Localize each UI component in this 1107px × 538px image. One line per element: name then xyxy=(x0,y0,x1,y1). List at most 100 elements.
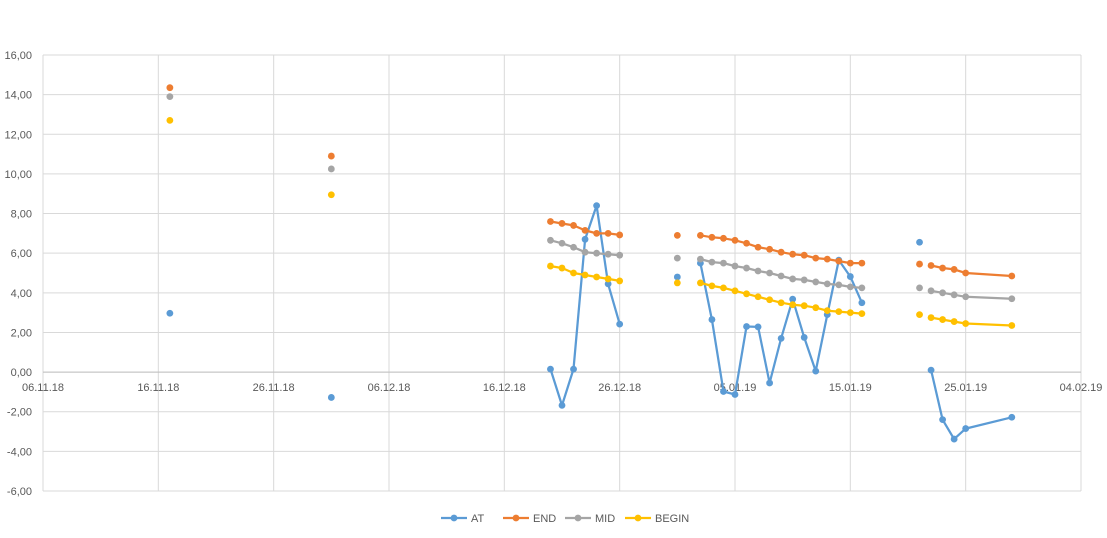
x-tick-label: 06.12.18 xyxy=(368,382,411,394)
data-point-at xyxy=(731,391,739,398)
data-point-begin xyxy=(962,320,970,327)
data-point-end xyxy=(939,264,946,272)
data-point-end xyxy=(604,229,612,237)
data-point-at xyxy=(789,295,797,303)
y-tick-label: -2,00 xyxy=(7,407,32,419)
data-point-at xyxy=(616,320,624,328)
data-point-begin xyxy=(939,316,946,323)
data-point-mid xyxy=(800,276,808,284)
legend: AT END MID BEGIN xyxy=(441,513,689,525)
legend-item-begin: BEGIN xyxy=(625,513,689,525)
data-point-begin xyxy=(581,271,589,279)
legend-item-end: END xyxy=(503,513,556,525)
data-point-end xyxy=(558,220,566,227)
legend-marker-end xyxy=(512,514,520,522)
data-point-begin xyxy=(708,282,716,290)
data-point-end xyxy=(570,222,577,229)
series-at xyxy=(166,202,1016,443)
data-point-at xyxy=(547,365,554,373)
data-point-at xyxy=(777,335,785,342)
x-tick-label: 06.11.18 xyxy=(22,382,64,394)
data-point-end xyxy=(800,251,808,259)
data-point-at xyxy=(766,379,773,387)
data-point-mid xyxy=(777,272,785,280)
data-point-begin xyxy=(789,301,797,309)
data-point-at xyxy=(916,238,923,246)
data-point-begin xyxy=(743,290,750,298)
data-point-end xyxy=(697,231,704,239)
data-point-end xyxy=(166,84,174,92)
data-point-begin xyxy=(800,302,808,310)
data-point-begin xyxy=(777,299,785,307)
data-point-end xyxy=(593,229,600,237)
data-point-begin xyxy=(858,310,866,318)
data-point-mid xyxy=(327,165,335,173)
legend-label-begin: BEGIN xyxy=(655,513,689,525)
data-point-begin xyxy=(616,277,624,285)
y-axis: -6,00 -4,00 -2,00 0,00 2,00 4,00 6,00 8,00 10,00… xyxy=(4,50,32,498)
data-point-at xyxy=(812,367,820,375)
data-point-end xyxy=(743,239,750,247)
data-point-mid xyxy=(570,243,577,251)
x-tick-label: 16.12.18 xyxy=(483,382,526,394)
data-point-begin xyxy=(823,307,831,315)
data-point-mid xyxy=(939,289,946,297)
series-line-at xyxy=(699,258,863,396)
data-point-end xyxy=(858,259,866,267)
data-point-end xyxy=(327,152,335,160)
data-point-mid xyxy=(1008,295,1016,303)
data-point-mid xyxy=(547,236,554,244)
data-point-begin xyxy=(812,304,820,312)
data-point-begin xyxy=(673,279,681,287)
data-point-end xyxy=(962,269,970,277)
data-point-end xyxy=(812,254,820,262)
data-point-mid xyxy=(812,278,820,286)
data-point-begin xyxy=(950,318,958,325)
data-point-end xyxy=(950,266,958,273)
y-tick-label: 2,00 xyxy=(11,327,32,339)
legend-label-mid: MID xyxy=(595,513,615,525)
data-point-mid xyxy=(754,267,762,275)
data-point-mid xyxy=(835,281,843,289)
x-tick-label: 26.11.18 xyxy=(253,382,295,394)
data-point-mid xyxy=(166,93,174,101)
data-point-begin xyxy=(754,293,762,301)
x-tick-label: 26.12.18 xyxy=(598,382,641,394)
data-point-at xyxy=(558,401,566,409)
data-point-at xyxy=(1008,413,1016,421)
y-tick-label: 6,00 xyxy=(11,248,32,260)
y-tick-label: -6,00 xyxy=(7,486,32,498)
data-point-mid xyxy=(708,258,716,266)
data-point-mid xyxy=(593,249,600,257)
data-point-mid xyxy=(962,293,970,301)
data-point-at xyxy=(593,202,600,210)
data-point-begin xyxy=(697,279,704,287)
data-point-mid xyxy=(846,283,854,291)
data-point-end xyxy=(916,260,923,268)
data-point-end xyxy=(777,248,785,256)
y-tick-label: 12,00 xyxy=(4,129,32,141)
data-point-at xyxy=(581,235,589,243)
data-point-mid xyxy=(789,275,797,283)
data-point-end xyxy=(731,236,739,244)
legend-marker-begin xyxy=(634,514,642,522)
series-begin xyxy=(166,117,1016,329)
data-point-at xyxy=(800,334,808,341)
data-point-at xyxy=(754,323,762,331)
data-point-begin xyxy=(547,262,554,270)
data-point-at xyxy=(166,309,174,317)
data-point-begin xyxy=(1008,322,1016,329)
series-mid xyxy=(166,93,1016,303)
data-point-end xyxy=(823,255,831,263)
data-point-at xyxy=(950,435,958,443)
data-point-at xyxy=(743,323,750,330)
data-point-mid xyxy=(697,255,704,263)
data-point-at xyxy=(846,273,854,280)
plot-area xyxy=(166,84,1016,443)
y-tick-label: 16,00 xyxy=(4,50,32,62)
data-point-end xyxy=(766,245,773,253)
data-point-mid xyxy=(743,264,750,272)
data-point-end xyxy=(616,231,624,239)
data-point-at xyxy=(962,425,970,432)
